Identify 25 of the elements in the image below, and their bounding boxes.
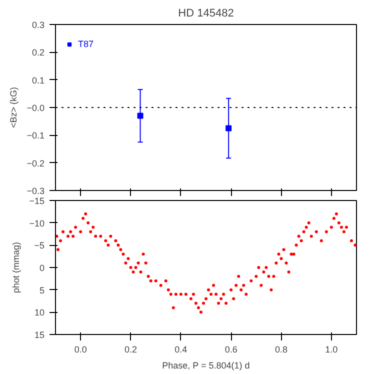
y-tick-label: 0.3 [32, 20, 45, 30]
y-tick-label: −0.1 [26, 130, 45, 141]
y-tick-label: −0.3 [26, 186, 45, 196]
y-tick-label: 10 [34, 308, 45, 318]
y-tick-label: 0.1 [32, 75, 45, 86]
x-tick-label: 0.6 [224, 344, 238, 354]
y-tick-label: 15 [34, 330, 45, 340]
y-tick-label: −10 [29, 218, 45, 228]
y-axis-title: <Bz> (kG) [8, 86, 19, 128]
y-tick-label: 5 [39, 285, 45, 296]
y-tick-label: −0.2 [26, 158, 45, 168]
y-tick-label: −15 [29, 196, 45, 206]
chart-title: HD 145482 [178, 8, 234, 20]
y-tick-label: 0 [39, 263, 45, 273]
x-axis-title: Phase, P = 5.804(1) d [162, 360, 250, 370]
y-axis-title: phot (mmag) [11, 242, 22, 294]
legend-label: T87 [78, 39, 95, 49]
y-tick-label: −0.0 [26, 103, 45, 113]
x-tick-label: 0.0 [74, 344, 87, 354]
y-tick-label: −5 [34, 240, 45, 251]
x-tick-label: 0.8 [274, 344, 288, 354]
y-tick-label: 0.2 [32, 48, 45, 58]
x-tick-label: 0.4 [174, 344, 188, 354]
x-tick-label: 0.2 [124, 344, 138, 354]
x-tick-label: 1.0 [325, 344, 338, 354]
